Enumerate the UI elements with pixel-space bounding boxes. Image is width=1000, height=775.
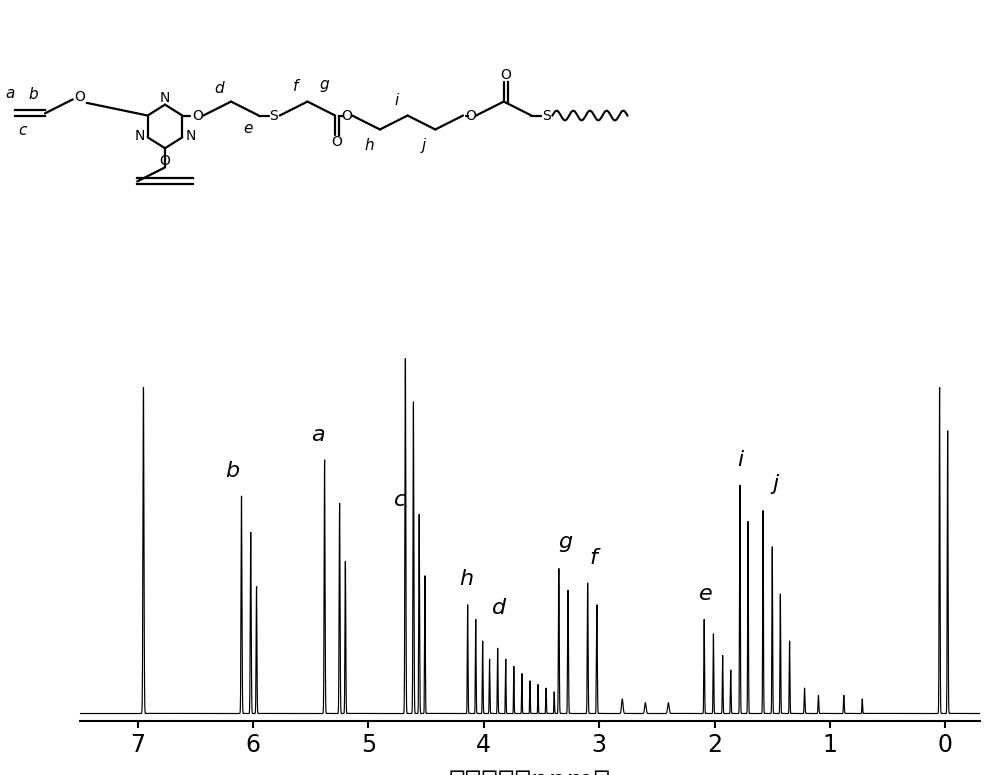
Text: N: N — [185, 129, 196, 143]
Text: $i$: $i$ — [394, 91, 400, 108]
Text: S: S — [269, 109, 278, 122]
Text: $j$: $j$ — [420, 136, 428, 155]
Text: $g$: $g$ — [319, 78, 330, 94]
Text: N: N — [134, 129, 145, 143]
Text: O: O — [332, 135, 343, 149]
Text: $d$: $d$ — [214, 81, 226, 97]
Text: $f$: $f$ — [589, 546, 602, 569]
Text: $h$: $h$ — [364, 137, 374, 153]
Text: $f$: $f$ — [292, 78, 301, 94]
Text: O: O — [160, 154, 170, 168]
Text: $c$: $c$ — [18, 124, 28, 138]
X-axis label: 化学位移（ppm）: 化学位移（ppm） — [449, 768, 611, 775]
Text: $c$: $c$ — [393, 489, 407, 511]
Text: $j$: $j$ — [770, 472, 781, 496]
Text: S: S — [542, 109, 551, 122]
Text: O: O — [342, 109, 353, 122]
Text: O: O — [74, 90, 85, 104]
Text: $a$: $a$ — [5, 87, 15, 102]
Text: $i$: $i$ — [737, 449, 745, 471]
Text: $g$: $g$ — [558, 532, 573, 554]
Text: O: O — [500, 68, 511, 82]
Text: $b$: $b$ — [225, 460, 240, 482]
Text: $d$: $d$ — [491, 598, 507, 619]
Text: $h$: $h$ — [459, 568, 474, 591]
Text: O: O — [192, 109, 203, 122]
Text: $b$: $b$ — [28, 86, 38, 102]
Text: $a$: $a$ — [311, 423, 325, 446]
Text: O: O — [466, 109, 476, 122]
Text: N: N — [160, 91, 170, 105]
Text: $e$: $e$ — [243, 122, 253, 136]
Text: $e$: $e$ — [698, 583, 713, 604]
